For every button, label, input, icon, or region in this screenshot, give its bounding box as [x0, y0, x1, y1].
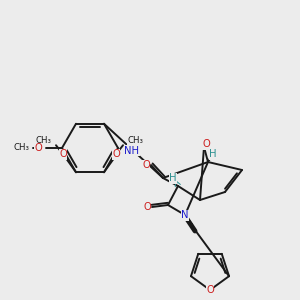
Text: O: O [206, 285, 214, 295]
Text: N: N [181, 210, 189, 220]
Text: O: O [34, 143, 42, 153]
Text: CH₃: CH₃ [13, 143, 29, 152]
Polygon shape [208, 152, 215, 162]
Text: CH₃: CH₃ [127, 136, 143, 145]
Text: O: O [142, 160, 150, 170]
Text: O: O [143, 202, 151, 212]
Text: O: O [59, 149, 67, 159]
Text: NH: NH [124, 146, 139, 156]
Text: O: O [202, 139, 210, 149]
Text: H: H [209, 149, 217, 159]
Text: O: O [112, 149, 120, 159]
Text: CH₃: CH₃ [36, 136, 52, 145]
Text: H: H [169, 173, 177, 183]
